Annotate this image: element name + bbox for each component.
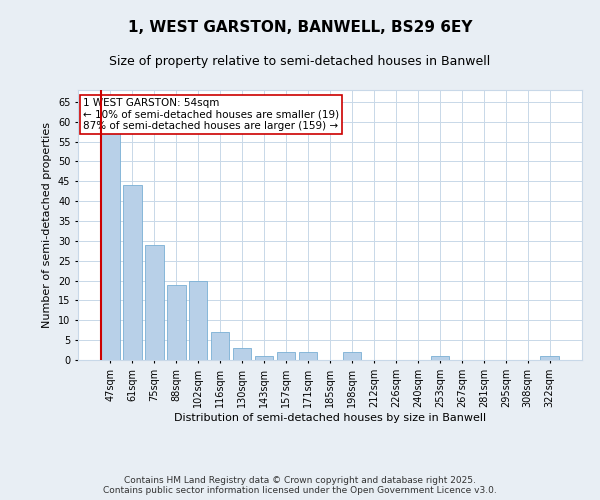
Bar (541, 356, 559, 360)
Bar (233, 348, 251, 360)
Bar (299, 352, 317, 360)
Bar (167, 284, 185, 360)
Y-axis label: Number of semi-detached properties: Number of semi-detached properties (43, 122, 52, 328)
Text: 1, WEST GARSTON, BANWELL, BS29 6EY: 1, WEST GARSTON, BANWELL, BS29 6EY (128, 20, 472, 35)
Bar (145, 245, 164, 360)
Text: 1 WEST GARSTON: 54sqm
← 10% of semi-detached houses are smaller (19)
87% of semi: 1 WEST GARSTON: 54sqm ← 10% of semi-deta… (83, 98, 339, 132)
Bar (255, 356, 274, 360)
Text: Size of property relative to semi-detached houses in Banwell: Size of property relative to semi-detach… (109, 55, 491, 68)
Bar (123, 186, 142, 360)
Bar (101, 110, 119, 360)
Bar (211, 332, 229, 360)
Bar (189, 280, 208, 360)
Bar (431, 356, 449, 360)
Bar (343, 352, 361, 360)
Text: Contains HM Land Registry data © Crown copyright and database right 2025.
Contai: Contains HM Land Registry data © Crown c… (103, 476, 497, 495)
X-axis label: Distribution of semi-detached houses by size in Banwell: Distribution of semi-detached houses by … (174, 412, 486, 422)
Bar (277, 352, 295, 360)
